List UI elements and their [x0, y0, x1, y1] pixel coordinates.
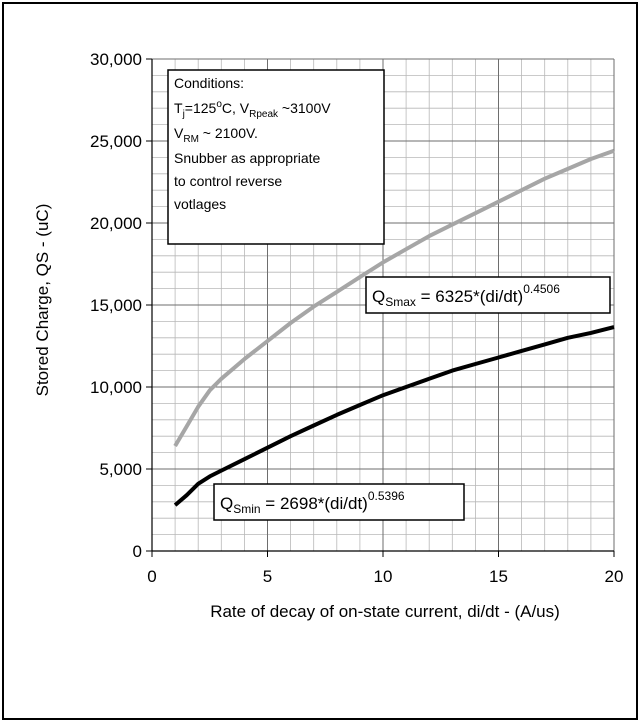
qsmax-equation: QSmax = 6325*(di/dt)0.4506	[372, 282, 560, 309]
x-tick-label: 20	[605, 567, 624, 586]
conditions-box: Conditions: Tj=125oC, VRpeak ~3100V VRM …	[167, 69, 385, 245]
y-tick-label: 15,000	[90, 296, 142, 315]
x-tick-label: 10	[374, 567, 393, 586]
x-axis-label: Rate of decay of on-state current, di/dt…	[210, 602, 560, 621]
qsmin-label-border	[213, 483, 465, 521]
conditions-line-2: Tj=125oC, VRpeak ~3100V	[174, 99, 331, 120]
x-tick-label: 0	[147, 567, 156, 586]
series-line-qsmax	[173, 148, 615, 448]
conditions-box-border	[167, 69, 385, 245]
y-axis-label: Stored Charge, QS - (uC)	[33, 204, 52, 397]
axes	[146, 58, 615, 557]
qsmin-equation-label: QSmin = 2698*(di/dt)0.5396	[213, 483, 465, 521]
conditions-line-4: Snubber as appropriate	[174, 150, 321, 166]
conditions-line-6: votlages	[174, 196, 226, 212]
conditions-line-1: Conditions:	[174, 75, 244, 91]
y-tick-label: 30,000	[90, 50, 142, 69]
conditions-line-5: to control reverse	[174, 173, 282, 189]
x-tick-label: 15	[489, 567, 508, 586]
conditions-line-3: VRM ~ 2100V.	[174, 125, 258, 145]
qsmax-equation-label: QSmax = 6325*(di/dt)0.4506	[365, 276, 611, 314]
series-layer	[173, 148, 615, 507]
tick-labels: 0 5,000 10,000 15,000 20,000 25,000 30,000 0 5 10…	[90, 50, 623, 586]
y-tick-label: 0	[133, 542, 142, 561]
y-tick-label: 20,000	[90, 214, 142, 233]
qsmax-label-border	[365, 276, 611, 314]
y-tick-label: 10,000	[90, 378, 142, 397]
qsmin-equation: QSmin = 2698*(di/dt)0.5396	[220, 489, 405, 516]
y-tick-label: 5,000	[99, 460, 142, 479]
y-tick-label: 25,000	[90, 132, 142, 151]
series-line-qsmin	[173, 325, 615, 507]
x-tick-label: 5	[263, 567, 272, 586]
